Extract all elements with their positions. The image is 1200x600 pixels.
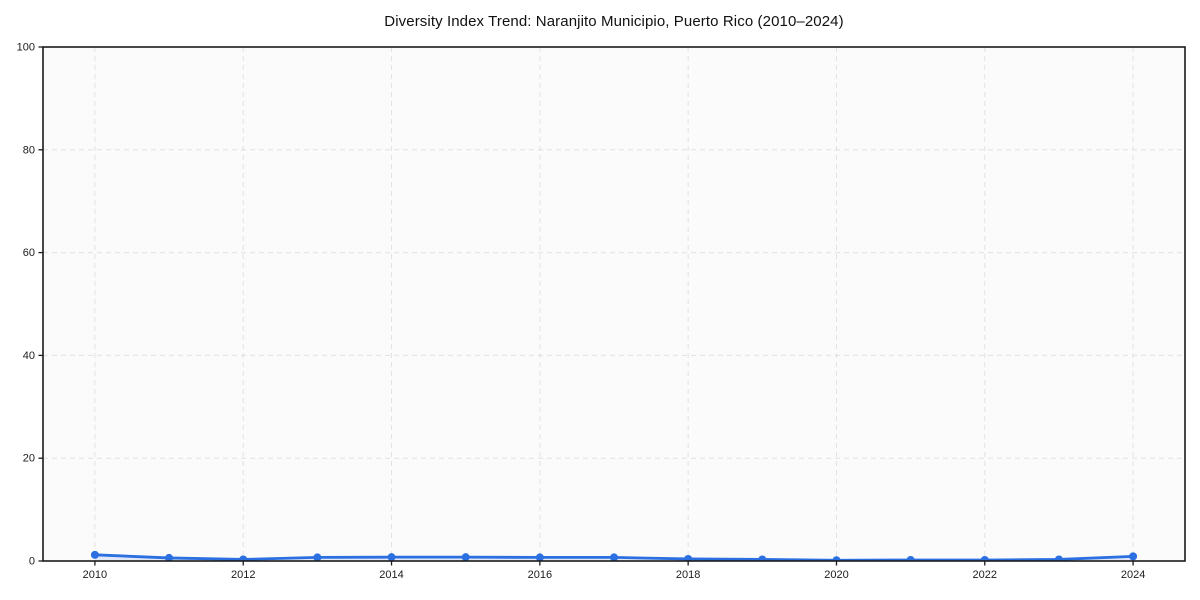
data-point-2020 xyxy=(832,556,841,561)
data-point-2016 xyxy=(535,553,544,561)
y-tick-label: 40 xyxy=(23,350,35,362)
data-point-2010 xyxy=(90,550,99,559)
x-tick-label: 2022 xyxy=(973,569,997,581)
y-tick-label: 100 xyxy=(17,42,35,54)
data-point-2021 xyxy=(906,555,915,561)
x-tick-label: 2020 xyxy=(824,569,848,581)
data-point-2023 xyxy=(1054,555,1063,561)
x-tick-label: 2010 xyxy=(83,569,107,581)
data-point-2018 xyxy=(684,554,693,561)
data-point-2019 xyxy=(758,555,767,561)
data-point-2015 xyxy=(461,553,470,561)
plot-background xyxy=(43,47,1185,561)
y-tick-label: 60 xyxy=(23,247,35,259)
data-point-2024 xyxy=(1129,552,1138,561)
chart-title: Diversity Index Trend: Naranjito Municip… xyxy=(384,13,844,30)
x-tick-label: 2012 xyxy=(231,569,255,581)
y-tick-label: 80 xyxy=(23,144,35,156)
data-point-2022 xyxy=(980,555,989,561)
y-tick-label: 0 xyxy=(29,556,35,568)
data-point-2014 xyxy=(387,553,396,561)
x-tick-label: 2014 xyxy=(379,569,403,581)
data-point-2013 xyxy=(313,553,322,561)
x-tick-label: 2016 xyxy=(528,569,552,581)
x-tick-label: 2018 xyxy=(676,569,700,581)
data-point-2012 xyxy=(239,555,248,561)
data-points xyxy=(90,550,1138,561)
data-point-2011 xyxy=(165,553,174,561)
data-point-2017 xyxy=(610,553,618,561)
y-tick-label: 20 xyxy=(23,453,35,465)
x-tick-label: 2024 xyxy=(1121,569,1145,581)
plot-border xyxy=(42,46,1186,562)
